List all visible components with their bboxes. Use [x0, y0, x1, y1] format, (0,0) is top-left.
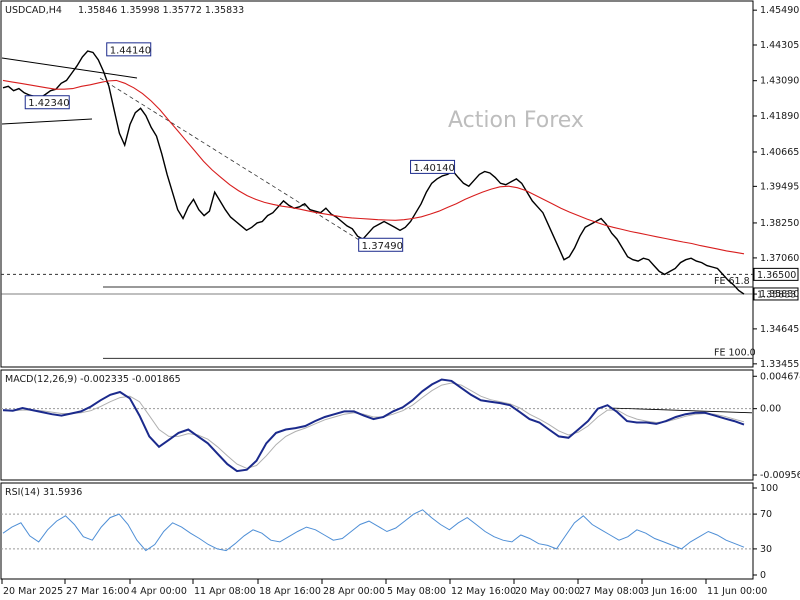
symbol-label: USDCAD,H4: [5, 5, 62, 16]
price-axis: 1.45490 1.44305 1.43090 1.41890 1.40665 1.394…: [753, 5, 799, 370]
macd-tick-label: 0.004674: [760, 371, 800, 382]
price-trendlines: [1, 57, 373, 249]
fibonacci-label: FE 100.0: [714, 347, 756, 358]
price-tick-label: 1.33455: [760, 359, 799, 370]
price-tick-label: 1.45490: [760, 5, 799, 16]
macd-tick-label: -0.009568: [760, 470, 800, 481]
resistance-trendline: [1, 57, 138, 79]
swing-label-box: [24, 95, 70, 110]
price-tick-label: 1.37060: [760, 253, 799, 264]
rsi-axis: 100 70 30 0: [753, 483, 778, 581]
ohlc-values: 1.35846 1.35998 1.35772 1.35833: [78, 5, 244, 16]
watermark: Action Forex: [448, 108, 584, 133]
macd-series: [2, 378, 745, 473]
support-trendline: [1, 118, 93, 125]
rsi-levels: [1, 513, 753, 550]
x-tick-label: 12 May 16:00: [451, 586, 516, 597]
rsi-series: [2, 509, 745, 552]
level-price-box: [753, 267, 799, 281]
x-tick-label: 20 May 00:00: [515, 586, 580, 597]
macd-title: MACD(12,26,9) -0.002335 -0.001865: [5, 374, 181, 385]
price-annotations: 1.44140 1.42340 1.40140 1.37490: [24, 42, 456, 252]
rsi-tick-label: 30: [760, 544, 772, 555]
x-tick-label: 11 Apr 08:00: [194, 586, 256, 597]
macd-levels: [1, 407, 753, 414]
x-tick-label: 27 May 08:00: [579, 586, 644, 597]
macd-panel: [0, 369, 754, 481]
rsi-line: [2, 509, 745, 552]
macd-trendline: [609, 407, 753, 414]
x-tick-label: 3 Jun 16:00: [643, 586, 697, 597]
price-levels: 1.36500 FE 61.8 FE 100.0 1.35833: [1, 267, 799, 359]
swing-label-box: [106, 42, 152, 57]
swing-label: 1.40140: [414, 163, 455, 174]
swing-label: 1.42340: [28, 98, 69, 109]
x-axis: 20 Mar 2025 27 Mar 16:00 4 Apr 00:00 11 Apr…: [1, 579, 767, 597]
price-tick-label: 1.34645: [760, 324, 799, 335]
moving-average-line: [2, 79, 745, 255]
price-tick-label: 1.35830: [760, 289, 799, 300]
price-line: [2, 50, 745, 295]
price-tick-label: 1.40665: [760, 147, 799, 158]
swing-label-box: [410, 159, 456, 174]
x-tick-label: 27 Mar 16:00: [66, 586, 129, 597]
x-tick-label: 28 Apr 00:00: [323, 586, 385, 597]
last-price-label: 1.35833: [757, 289, 796, 300]
macd-axis: 0.004674 0.00 -0.009568: [753, 371, 800, 481]
price-panel: [0, 0, 754, 368]
swing-label-box: [358, 237, 404, 252]
price-tick-label: 1.43090: [760, 76, 799, 87]
macd-line: [2, 378, 745, 473]
rsi-tick-label: 70: [760, 509, 772, 520]
price-tick-label: 1.39495: [760, 181, 799, 192]
price-series: [2, 50, 745, 295]
rsi-tick-label: 0: [760, 570, 766, 581]
x-tick-label: 20 Mar 2025: [3, 586, 63, 597]
price-tick-label: 1.41890: [760, 111, 799, 122]
swing-label: 1.44140: [110, 45, 151, 56]
swing-label: 1.37490: [362, 241, 403, 252]
x-tick-label: 4 Apr 00:00: [131, 586, 187, 597]
rsi-tick-label: 100: [760, 483, 778, 494]
price-tick-label: 1.38250: [760, 218, 799, 229]
x-tick-label: 18 Apr 16:00: [259, 586, 321, 597]
dashed-trendline: [99, 77, 373, 249]
level-price-label: 1.36500: [757, 270, 796, 281]
fibonacci-label: FE 61.8: [714, 276, 750, 287]
macd-tick-label: 0.00: [760, 404, 781, 415]
price-tick-label: 1.44305: [760, 40, 799, 51]
x-tick-label: 5 May 08:00: [387, 586, 446, 597]
rsi-title: RSI(14) 31.5936: [5, 487, 82, 498]
x-tick-label: 11 Jun 00:00: [707, 586, 767, 597]
rsi-panel: [0, 482, 754, 580]
